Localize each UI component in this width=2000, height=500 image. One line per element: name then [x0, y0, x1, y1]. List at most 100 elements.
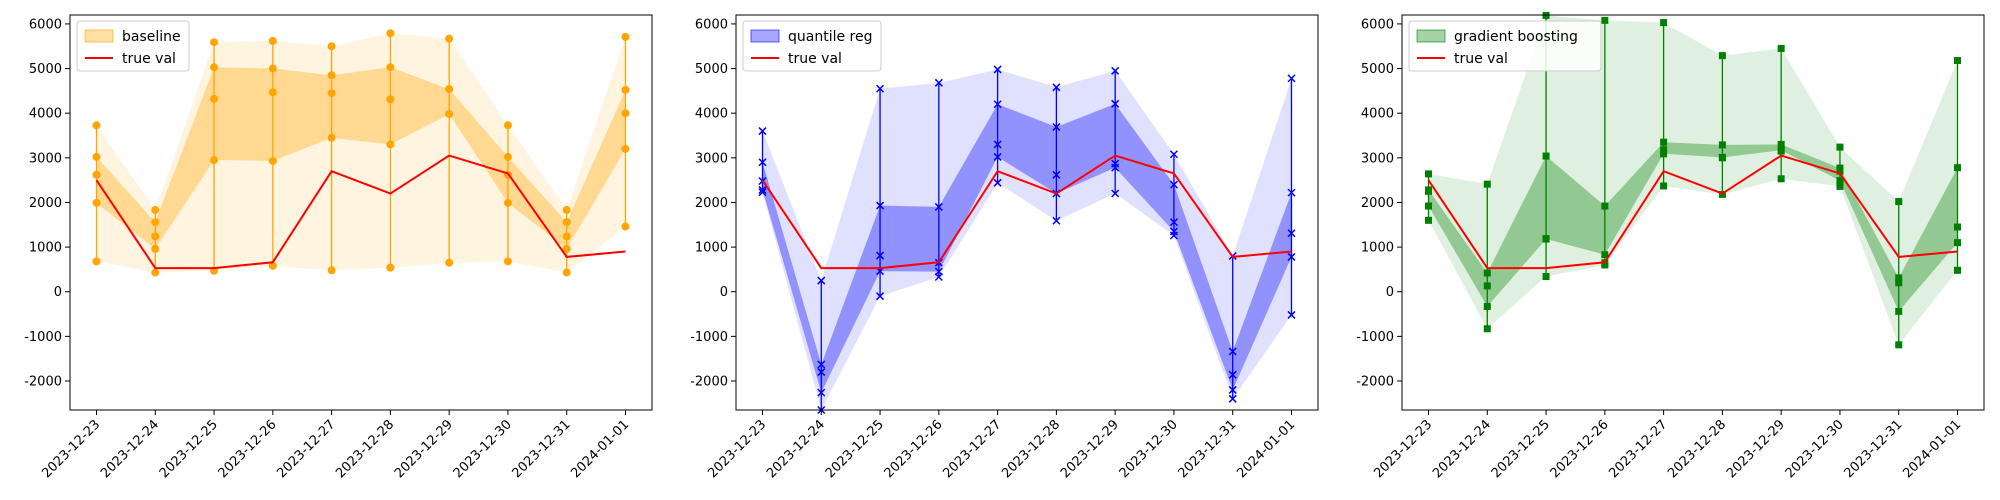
- quantile-point: [268, 156, 277, 165]
- quantile-point: [327, 42, 336, 51]
- legend: baseline true val: [76, 20, 190, 72]
- chart-gradient-boosting: -2000 -1000 0 1000 2000 3000 4000 5000 6000 2023-…: [1356, 11, 1985, 481]
- x-tick-label: 2023-12-26: [882, 417, 946, 481]
- y-tick-label: 5000: [695, 62, 728, 77]
- quantile-point: [1777, 175, 1785, 183]
- quantile-point: [1542, 152, 1550, 160]
- quantile-point: [758, 127, 767, 136]
- quantile-point: [445, 85, 454, 94]
- x-tick-label: 2023-12-27: [940, 417, 1004, 481]
- quantile-point: [1836, 182, 1844, 190]
- true-value-line: [95, 154, 626, 270]
- quantile-point: [1542, 235, 1550, 243]
- quantile-point: [758, 158, 767, 167]
- plot-frame: [69, 14, 653, 411]
- quantile-point: [268, 261, 277, 270]
- quantile-point: [1169, 150, 1178, 159]
- quantile-point: [562, 268, 571, 277]
- y-tick-label: 4000: [695, 107, 728, 122]
- x-tick-label: 2023-12-31: [1842, 417, 1906, 481]
- quantile-point: [993, 65, 1002, 74]
- quantile-point: [1228, 394, 1237, 403]
- quantile-point: [210, 94, 219, 103]
- quantile-point: [210, 156, 219, 165]
- quantile-point: [1895, 341, 1903, 349]
- quantile-point: [621, 109, 630, 118]
- quantile-point: [327, 89, 336, 98]
- x-tick-label: 2023-12-24: [1430, 417, 1494, 481]
- inner-interval-band: [1428, 142, 1958, 312]
- quantile-point: [503, 257, 512, 266]
- outer-interval-band: [762, 69, 1292, 411]
- quantile-point: [993, 100, 1002, 109]
- quantile-point: [386, 63, 395, 72]
- y-tick-label: -2000: [690, 374, 728, 389]
- quantile-point: [1425, 186, 1432, 194]
- quantile-point: [1660, 182, 1668, 190]
- x-tick-label: 2023-12-23: [1371, 417, 1435, 481]
- quantile-point: [1895, 307, 1903, 315]
- quantile-point: [92, 152, 101, 161]
- true-value-line: [761, 154, 1292, 270]
- quantile-point: [876, 292, 885, 301]
- quantile-point: [876, 251, 885, 260]
- y-tick-label: 0: [1386, 285, 1394, 300]
- quantile-point: [445, 258, 454, 267]
- quantile-point: [503, 121, 512, 130]
- quantile-point: [1052, 216, 1061, 225]
- quantile-point: [1660, 150, 1668, 158]
- quantile-point: [1483, 269, 1491, 277]
- quantile-point: [503, 152, 512, 161]
- x-tick-label: 2023-12-26: [216, 417, 280, 481]
- x-tick-label: 2023-12-28: [333, 417, 397, 481]
- outer-interval-band: [1428, 15, 1958, 345]
- quantile-point: [268, 88, 277, 97]
- legend-swatch-interval: [750, 29, 780, 43]
- y-tick-label: 0: [54, 285, 62, 300]
- quantile-point: [1718, 141, 1726, 149]
- chart-quantile-reg: -2000 -1000 0 1000 2000 3000 4000 5000 6000 2023-…: [690, 14, 1319, 481]
- x-tick-label: 2023-12-25: [1489, 417, 1553, 481]
- x-tick-label: 2024-01-01: [1234, 417, 1298, 481]
- quantile-point: [151, 218, 160, 227]
- legend-label-interval: baseline: [122, 29, 181, 45]
- quantile-point: [1425, 202, 1432, 210]
- quantile-point: [1169, 218, 1178, 227]
- quantile-point: [993, 178, 1002, 187]
- quantile-point: [151, 268, 160, 277]
- y-tick-label: 3000: [1361, 151, 1394, 166]
- y-tick-label: 2000: [695, 196, 728, 211]
- quantile-point: [386, 263, 395, 272]
- quantile-point: [1954, 223, 1961, 231]
- quantile-point: [1660, 146, 1668, 154]
- quantile-point: [1954, 266, 1961, 274]
- quantile-point: [1287, 310, 1296, 319]
- quantile-point: [210, 63, 219, 72]
- quantile-point: [817, 368, 826, 377]
- quantile-point: [758, 188, 767, 197]
- quantile-point: [1601, 16, 1609, 24]
- y-tick-label: 1000: [1361, 241, 1394, 256]
- quantile-point: [1052, 170, 1061, 179]
- legend-label-true: true val: [1454, 51, 1508, 67]
- quantile-point: [876, 84, 885, 93]
- quantile-point: [993, 152, 1002, 161]
- legend-label-true: true val: [122, 51, 176, 67]
- quantile-point: [151, 244, 160, 253]
- quantile-point: [1111, 66, 1120, 75]
- legend: quantile reg true val: [742, 20, 882, 72]
- quantile-point: [817, 276, 826, 285]
- quantile-point: [1954, 164, 1961, 172]
- y-tick-label: 2000: [29, 196, 62, 211]
- quantile-point: [1954, 57, 1961, 65]
- quantile-point: [621, 144, 630, 153]
- quantile-point: [1287, 229, 1296, 238]
- quantile-point: [817, 388, 826, 397]
- x-tick-label: 2023-12-28: [999, 417, 1063, 481]
- quantile-point: [92, 198, 101, 207]
- y-tick-label: 3000: [695, 151, 728, 166]
- legend-swatch-interval: [84, 29, 114, 43]
- x-tick-label: 2023-12-26: [1548, 417, 1612, 481]
- legend: gradient boosting true val: [1408, 20, 1602, 72]
